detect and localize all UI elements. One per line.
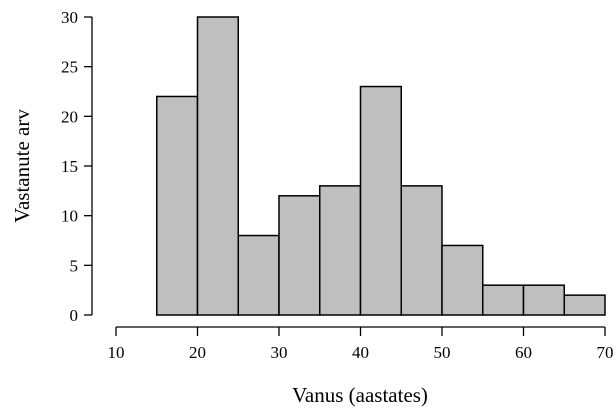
bars-group	[156, 16, 606, 316]
histogram-bar-5	[319, 185, 362, 316]
histogram-bar-9	[482, 284, 525, 316]
histogram-bar-1	[156, 95, 199, 316]
x-axis-ticks: 10 20 30 40 50 60 70	[108, 327, 614, 362]
x-tick-label-40: 40	[352, 343, 369, 362]
x-tick-label-70: 70	[597, 343, 614, 362]
x-tick-label-60: 60	[515, 343, 532, 362]
histogram-bar-7	[400, 185, 443, 316]
histogram-bar-3	[237, 234, 280, 316]
x-tick-label-50: 50	[434, 343, 451, 362]
histogram-bar-2	[196, 16, 239, 316]
y-tick-label-10: 10	[61, 207, 78, 226]
histogram-bar-8	[441, 244, 484, 316]
y-axis-label: Vastanute arv	[10, 109, 34, 223]
x-axis-label: Vanus (aastates)	[292, 383, 428, 407]
y-tick-label-20: 20	[61, 107, 78, 126]
y-tick-label-15: 15	[61, 157, 78, 176]
y-tick-label-30: 30	[61, 8, 78, 27]
x-tick-label-10: 10	[108, 343, 125, 362]
y-axis-ticks: 0 5 10 15 20 25 30	[61, 8, 92, 325]
x-tick-label-30: 30	[271, 343, 288, 362]
y-tick-label-25: 25	[61, 58, 78, 77]
histogram-bar-11	[563, 294, 606, 316]
histogram-bar-4	[278, 195, 321, 316]
histogram-bar-6	[359, 85, 402, 316]
histogram-bar-10	[522, 284, 565, 316]
y-tick-label-5: 5	[70, 256, 79, 275]
y-tick-label-0: 0	[70, 306, 79, 325]
x-tick-label-20: 20	[189, 343, 206, 362]
